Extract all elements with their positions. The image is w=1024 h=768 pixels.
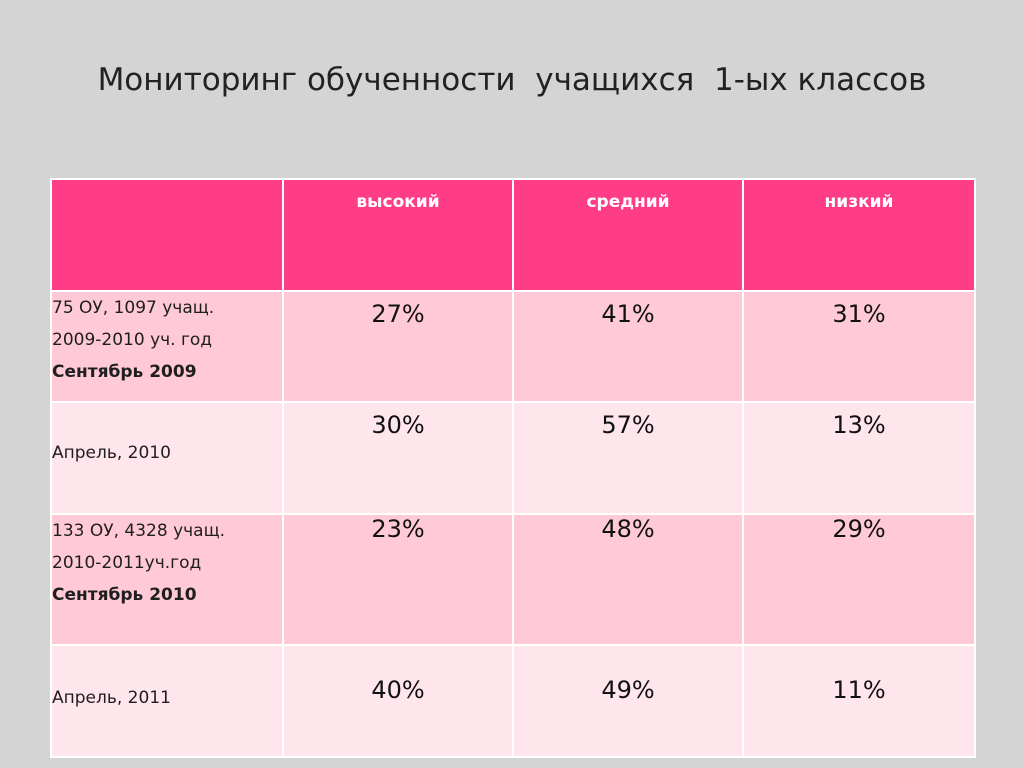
value-low: 31% (742, 290, 976, 403)
value-high: 27% (282, 290, 514, 403)
row-label-line: Апрель, 2010 (52, 443, 171, 463)
row-label: 75 ОУ, 1097 учащ. 2009-2010 уч. год Сент… (50, 290, 284, 403)
value-high: 30% (282, 401, 514, 515)
value-high: 23% (282, 513, 514, 646)
value-high: 40% (282, 644, 514, 758)
table-row: Апрель, 2011 40% 49% 11% (50, 644, 976, 758)
table-row: 133 ОУ, 4328 учащ. 2010-2011уч.год Сентя… (50, 513, 976, 646)
header-low: низкий (742, 178, 976, 292)
value-low: 29% (742, 513, 976, 646)
value-medium: 57% (512, 401, 744, 515)
value-low: 13% (742, 401, 976, 515)
header-empty-cell (50, 178, 284, 292)
value-medium: 48% (512, 513, 744, 646)
slide-title: Мониторинг обученности учащихся 1-ых кла… (97, 62, 927, 98)
row-label-line: 133 ОУ, 4328 учащ. (52, 521, 226, 541)
row-label-period: Сентябрь 2009 (52, 362, 197, 382)
header-medium: средний (512, 178, 744, 292)
value-medium: 41% (512, 290, 744, 403)
table-row: Апрель, 2010 30% 57% 13% (50, 401, 976, 515)
value-low: 11% (742, 644, 976, 758)
row-label-line: 75 ОУ, 1097 учащ. (52, 298, 215, 318)
results-table: высокий средний низкий 75 ОУ, 1097 учащ.… (50, 178, 976, 758)
row-label-line: Апрель, 2011 (52, 688, 171, 708)
table-header-row: высокий средний низкий (50, 178, 976, 292)
row-label: 133 ОУ, 4328 учащ. 2010-2011уч.год Сентя… (50, 513, 284, 646)
value-medium: 49% (512, 644, 744, 758)
row-label-line: 2010-2011уч.год (52, 553, 202, 573)
row-label-period: Сентябрь 2010 (52, 585, 197, 605)
table-row: 75 ОУ, 1097 учащ. 2009-2010 уч. год Сент… (50, 290, 976, 403)
row-label: Апрель, 2010 (50, 401, 284, 515)
header-high: высокий (282, 178, 514, 292)
row-label: Апрель, 2011 (50, 644, 284, 758)
row-label-line: 2009-2010 уч. год (52, 330, 213, 350)
